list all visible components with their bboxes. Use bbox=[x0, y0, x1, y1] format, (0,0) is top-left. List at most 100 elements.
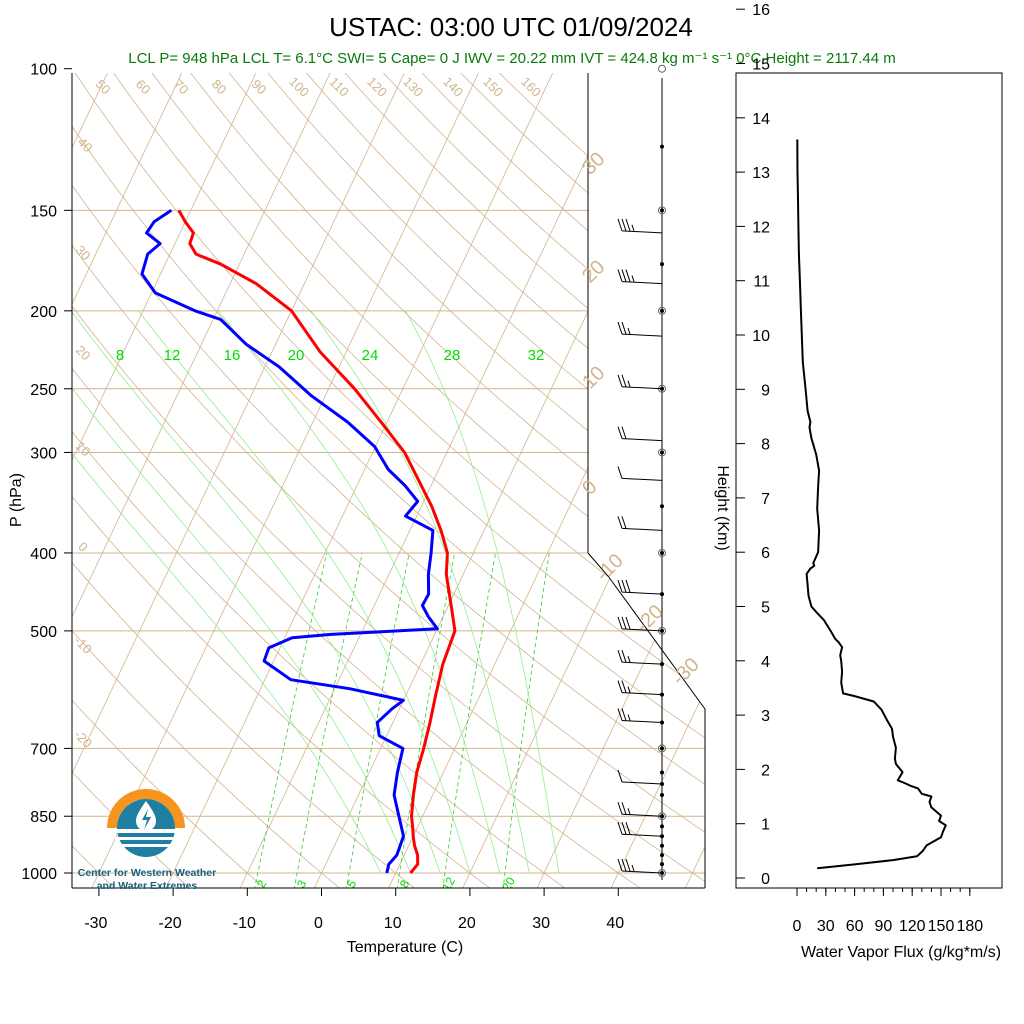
barb-flag bbox=[625, 616, 631, 630]
flux-x-tick-label: 30 bbox=[817, 918, 835, 935]
x-axis-label: Temperature (C) bbox=[347, 939, 463, 956]
wind-barb bbox=[617, 269, 663, 285]
dry-adiabat-line bbox=[379, 73, 705, 888]
isotherm-line bbox=[72, 73, 416, 888]
dry-adiabat-label: 130 bbox=[400, 74, 426, 100]
y-axis-label: P (hPa) bbox=[8, 473, 25, 527]
dry-adiabat-label: 40 bbox=[75, 134, 96, 155]
isotherm-line bbox=[72, 73, 193, 888]
mixing-ratio-line bbox=[293, 552, 363, 888]
isotherm-line bbox=[164, 73, 564, 888]
wind-barb bbox=[617, 802, 663, 817]
flux-y-tick-label: 1 bbox=[761, 817, 770, 834]
flux-y-tick-label: 16 bbox=[752, 2, 770, 19]
y-tick-label: 100 bbox=[30, 62, 57, 79]
level-dot bbox=[660, 550, 664, 555]
isotherm-label: -30 bbox=[668, 654, 704, 690]
mixing-ratio-label: 8 bbox=[397, 877, 413, 890]
moist-adiabat-line bbox=[218, 310, 500, 874]
barb-flag bbox=[617, 616, 623, 630]
barb-flag bbox=[625, 269, 631, 282]
barb-staff bbox=[621, 692, 663, 696]
moist-adiabat-line bbox=[72, 310, 441, 874]
isotherm-line bbox=[609, 73, 705, 888]
y-tick-label: 400 bbox=[30, 546, 57, 563]
barb-staff bbox=[621, 386, 663, 390]
barb-flag bbox=[617, 269, 623, 282]
mandatory-level-marker bbox=[658, 548, 666, 557]
moist-adiabat-line bbox=[72, 310, 411, 874]
barb-flag bbox=[617, 321, 623, 335]
barb-half-flag bbox=[631, 275, 635, 282]
isotherm-line bbox=[238, 73, 638, 888]
moist-adiabat-line bbox=[310, 310, 530, 874]
barb-flag bbox=[617, 426, 623, 439]
dry-adiabat-label: 30 bbox=[73, 242, 94, 263]
cw3e-logo: Center for Western Weather and Water Ext… bbox=[78, 789, 216, 892]
dry-adiabat-line bbox=[340, 73, 705, 888]
isotherm-line bbox=[313, 73, 705, 888]
level-dot bbox=[660, 793, 664, 798]
logo-text-line2: and Water Extremes bbox=[97, 880, 198, 892]
y-tick-label: 500 bbox=[30, 624, 57, 641]
barb-flag bbox=[617, 708, 623, 721]
flux-y-tick-label: 7 bbox=[761, 491, 770, 508]
y-tick-label: 1000 bbox=[21, 866, 57, 883]
barb-staff bbox=[621, 477, 663, 481]
chart-subtitle: LCL P= 948 hPa LCL T= 6.1°C SWI= 5 Cape=… bbox=[128, 50, 896, 67]
barb-flag bbox=[621, 822, 627, 835]
isotherm-line bbox=[90, 73, 490, 888]
dry-adiabat-line bbox=[302, 73, 705, 888]
x-tick-label: -20 bbox=[159, 915, 182, 932]
dry-adiabat-label: 70 bbox=[171, 76, 192, 97]
x-tick-label: 30 bbox=[532, 915, 550, 932]
barb-half-flag bbox=[627, 714, 631, 721]
dry-adiabat-line bbox=[72, 73, 568, 888]
level-dot bbox=[660, 262, 664, 267]
barb-staff bbox=[621, 833, 663, 837]
flux-y-tick-label: 3 bbox=[761, 708, 770, 725]
dry-adiabat-label: 50 bbox=[93, 76, 114, 97]
y-tick-label: 250 bbox=[30, 382, 57, 399]
barb-staff bbox=[621, 628, 663, 632]
moist-adiabat-line bbox=[405, 310, 560, 874]
dry-adiabat-label: 100 bbox=[286, 74, 312, 100]
level-dot bbox=[660, 746, 664, 751]
barb-flag bbox=[625, 218, 631, 232]
level-dot bbox=[660, 853, 664, 858]
barb-half-flag bbox=[627, 686, 631, 693]
barb-staff bbox=[621, 661, 663, 665]
flux-x-tick-label: 150 bbox=[928, 918, 955, 935]
dry-adiabat-line bbox=[72, 73, 493, 888]
x-tick-label: 0 bbox=[314, 915, 323, 932]
mixing-ratio-line bbox=[254, 552, 327, 888]
flux-y-tick-label: 2 bbox=[761, 762, 770, 779]
moist-adiabat-label: 8 bbox=[116, 347, 124, 364]
x-tick-label: -30 bbox=[84, 915, 107, 932]
flux-y-tick-label: 15 bbox=[752, 57, 770, 74]
flux-y-tick-label: 6 bbox=[761, 545, 770, 562]
wind-barb bbox=[617, 858, 663, 874]
flux-y-tick-label: 13 bbox=[752, 165, 770, 182]
level-dot bbox=[660, 824, 664, 829]
moist-adiabat-label: 28 bbox=[444, 347, 461, 364]
barb-staff bbox=[621, 281, 663, 285]
dry-adiabat-line bbox=[110, 73, 705, 888]
flux-y-axis-label: Height (Km) bbox=[714, 465, 731, 550]
mandatory-level-marker bbox=[658, 206, 666, 215]
isotherm-line bbox=[72, 73, 267, 888]
dry-adiabat-label: 20 bbox=[73, 342, 94, 363]
barb-flag bbox=[617, 466, 623, 479]
flux-y-tick-label: 10 bbox=[752, 328, 770, 345]
level-dot bbox=[660, 862, 664, 867]
isotherm-line bbox=[535, 73, 705, 888]
barb-half-flag bbox=[627, 656, 631, 663]
dry-adiabat-line bbox=[72, 73, 343, 888]
mandatory-level-marker bbox=[658, 744, 666, 753]
mixing-ratio-line bbox=[396, 552, 455, 888]
moist-adiabat-label: 12 bbox=[164, 347, 181, 364]
wind-barb bbox=[617, 321, 663, 337]
mandatory-level-marker bbox=[658, 448, 666, 457]
flux-x-tick-label: 90 bbox=[875, 918, 893, 935]
